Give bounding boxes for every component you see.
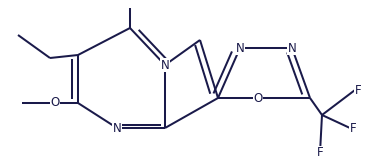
Text: N: N bbox=[161, 58, 169, 71]
Text: F: F bbox=[317, 146, 323, 159]
Text: N: N bbox=[236, 42, 244, 54]
Text: F: F bbox=[350, 122, 356, 134]
Text: N: N bbox=[288, 42, 296, 54]
Text: F: F bbox=[355, 84, 362, 97]
Text: N: N bbox=[113, 122, 121, 134]
Text: O: O bbox=[253, 92, 262, 105]
Text: O: O bbox=[50, 97, 60, 110]
